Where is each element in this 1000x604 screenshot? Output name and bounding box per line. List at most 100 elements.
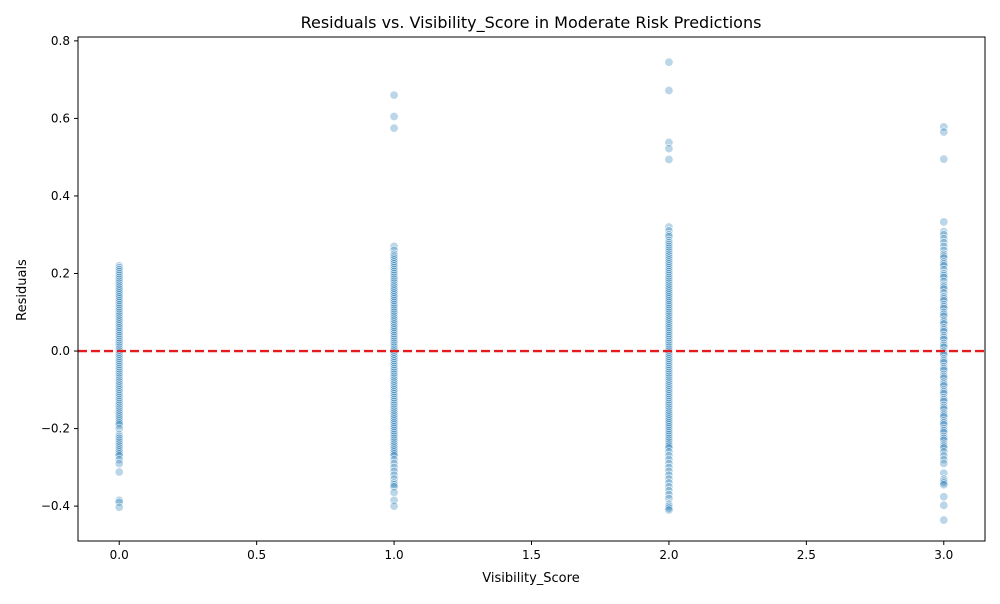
scatter-point (939, 257, 949, 267)
scatter-point (939, 241, 949, 251)
scatter-point (664, 486, 674, 496)
scatter-point (389, 480, 399, 490)
scatter-point (664, 489, 674, 499)
scatter-point (114, 502, 124, 512)
scatter-point (389, 488, 399, 498)
scatter-point (939, 515, 949, 525)
y-tick-label: 0.6 (51, 111, 70, 125)
scatter-point (664, 155, 674, 165)
scatter-point (939, 385, 949, 395)
scatter-point (939, 480, 949, 490)
scatter-point (664, 443, 674, 453)
scatter-point (939, 369, 949, 379)
scatter-point (664, 478, 674, 488)
data-points (114, 57, 949, 525)
scatter-point (939, 393, 949, 403)
scatter-point (939, 280, 949, 290)
scatter-point (939, 315, 949, 325)
scatter-point (939, 331, 949, 341)
x-tick-label: 1.5 (522, 548, 541, 562)
scatter-point (389, 462, 399, 472)
scatter-point (664, 439, 674, 449)
scatter-point (664, 458, 674, 468)
scatter-point (939, 416, 949, 426)
scatter-point (664, 505, 674, 515)
scatter-point (114, 455, 124, 465)
scatter-point (939, 455, 949, 465)
scatter-point (939, 292, 949, 302)
y-tick-label: −0.4 (41, 499, 70, 513)
y-tick-label: 0.0 (51, 344, 70, 358)
scatter-point (939, 478, 949, 488)
y-axis-label: Residuals (15, 259, 30, 321)
scatter-point (939, 354, 949, 364)
scatter-point (664, 455, 674, 465)
scatter-point (939, 447, 949, 457)
scatter-point (664, 451, 674, 461)
scatter-point (389, 90, 399, 100)
scatter-point (664, 482, 674, 492)
scatter-point (939, 439, 949, 449)
scatter-point (664, 144, 674, 154)
scatter-point (939, 458, 949, 468)
scatter-point (939, 268, 949, 278)
x-axis-label: Visibility_Score (482, 571, 579, 586)
scatter-point (939, 424, 949, 434)
axes: 0.0 0.5 1.0 1.5 2.0 2.5 3.0 −0.4 −0.2 0.0 0.2 0.4 0.… (41, 34, 986, 562)
x-tick-label: 1.0 (385, 548, 404, 562)
scatter-point (939, 237, 949, 247)
scatter-point (389, 451, 399, 461)
scatter-point (939, 122, 949, 132)
scatter-point (939, 408, 949, 418)
scatter-point (389, 501, 399, 511)
scatter-point (114, 495, 124, 505)
scatter-point (939, 400, 949, 410)
scatter-point (114, 497, 124, 507)
scatter-point (939, 492, 949, 502)
scatter-point (114, 447, 124, 457)
scatter-point (389, 455, 399, 465)
scatter-point (939, 217, 949, 227)
scatter-point (939, 377, 949, 387)
scatter-point (389, 123, 399, 133)
scatter-point (664, 474, 674, 484)
scatter-point (664, 501, 674, 511)
scatter-point (939, 443, 949, 453)
scatter-point (664, 503, 674, 513)
scatter-point (389, 458, 399, 468)
scatter-point (939, 451, 949, 461)
scatter-point (389, 466, 399, 476)
scatter-point (664, 86, 674, 96)
scatter-point (939, 227, 949, 237)
scatter-point (939, 272, 949, 282)
scatter-point (114, 420, 124, 430)
scatter-point (939, 500, 949, 510)
scatter-point (939, 300, 949, 310)
y-tick-label: 0.8 (51, 34, 70, 48)
y-tick-label: −0.2 (41, 422, 70, 436)
scatter-point (114, 467, 124, 477)
x-tick-label: 2.5 (797, 548, 816, 562)
scatter-point (664, 57, 674, 67)
scatter-point (939, 230, 949, 240)
x-tick-label: 3.0 (934, 548, 953, 562)
scatter-point (939, 284, 949, 294)
scatter-point (114, 451, 124, 461)
scatter-point (389, 447, 399, 457)
scatter-point (114, 458, 124, 468)
scatter-point (664, 470, 674, 480)
x-tick-label: 0.5 (247, 548, 266, 562)
scatter-point (664, 462, 674, 472)
x-tick-label: 0.0 (110, 548, 129, 562)
scatter-point (389, 478, 399, 488)
y-tick-label: 0.4 (51, 189, 70, 203)
scatter-point (389, 111, 399, 121)
scatter-point (664, 447, 674, 457)
scatter-point (939, 476, 949, 486)
scatter-point (939, 154, 949, 164)
scatter-point (939, 261, 949, 271)
scatter-point (939, 249, 949, 259)
scatter-point (939, 234, 949, 244)
